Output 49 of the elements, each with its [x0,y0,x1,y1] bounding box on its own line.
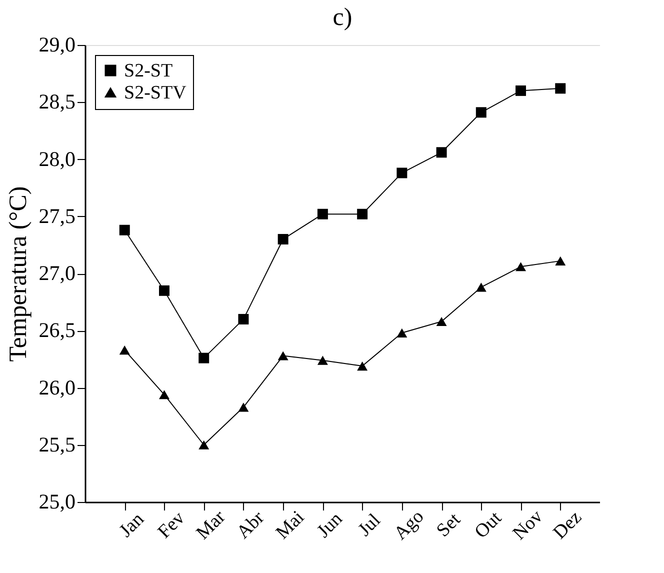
x-tick-label: Ago [390,506,428,544]
legend-label: S2-ST [124,60,173,82]
point [476,107,486,118]
x-tick-label: Jul [354,510,385,540]
y-tick-label: 27,0 [38,261,76,285]
y-tick-label: 25,0 [38,490,76,514]
y-tick-label: 25,5 [38,432,76,456]
point [396,328,408,338]
point [476,282,486,292]
x-tick-label: Jan [115,508,149,542]
point [357,362,368,371]
x-tick-label: Set [432,508,466,542]
point [119,346,130,355]
point [436,316,447,326]
chart-title: c) [332,4,352,31]
x-tick-label: Nov [508,506,548,544]
x-tick-label: Jun [313,508,348,542]
x-tick-label: Mar [192,506,230,544]
point [516,262,526,272]
point [317,356,328,365]
point [317,208,328,220]
point [198,440,210,450]
point [238,402,249,412]
point [555,256,566,266]
y-tick-label: 27,5 [38,204,76,228]
point [198,352,210,364]
point [238,314,249,324]
y-tick-label: 26,5 [38,318,76,342]
point [436,147,447,158]
y-tick-label: 28,0 [38,146,76,171]
x-tick-label: Out [470,507,506,543]
y-tick-label: 28,5 [38,90,76,114]
y-tick-label: 26,0 [38,375,76,400]
point [555,83,566,94]
point [396,168,408,178]
point [357,208,368,220]
point [119,224,130,236]
point [278,234,288,244]
x-tick-label: Dez [549,506,586,544]
x-tick-label: Fev [154,507,190,543]
x-tick-label: Mai [272,506,309,544]
x-tick-label: Abr [232,506,270,544]
y-axis-title: Temperatura (°C) [4,186,32,362]
point [158,390,170,400]
legend-label: S2-STV [124,82,187,104]
point [516,85,526,96]
point [278,351,288,360]
y-tick-label: 29,0 [38,32,76,56]
point [158,285,170,296]
